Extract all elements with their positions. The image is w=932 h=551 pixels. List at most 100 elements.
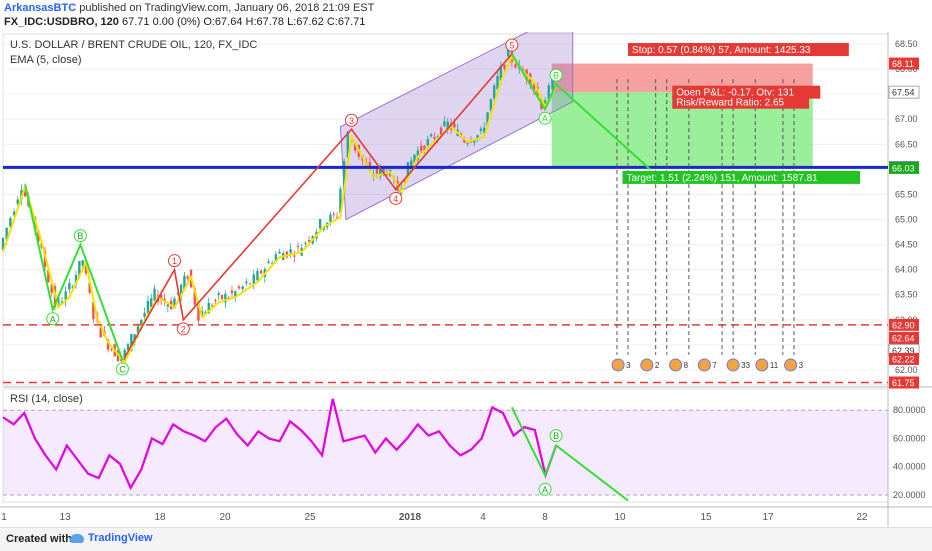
- chart-header: ArkansasBTC published on TradingView.com…: [0, 0, 932, 32]
- price-marker-bg: [889, 376, 919, 389]
- chart-canvas[interactable]: 1 2 3 4 5 A B A B C Stop: 0.57 (0.84%) 57, Amount:…: [0, 32, 932, 527]
- wave-circle: [115, 362, 129, 376]
- candle-body: [179, 284, 183, 297]
- impulse-wave-line: [123, 53, 513, 358]
- flag-icon: [726, 358, 740, 372]
- candle-body: [173, 298, 176, 309]
- rsi-line: [2, 398, 558, 491]
- author-link[interactable]: ArkansasBTC: [4, 2, 77, 14]
- rsi-band: [3, 410, 888, 495]
- wave-circle: [389, 191, 403, 205]
- candle-body: [489, 99, 493, 111]
- candle-body: [267, 261, 270, 264]
- footer: Created with TradingView: [0, 527, 932, 551]
- event-count: 7: [712, 361, 717, 370]
- wave-label-3: 3: [344, 113, 358, 127]
- symbol-name[interactable]: FX_IDC:USDBRO, 120: [4, 16, 119, 28]
- candle-body: [16, 199, 19, 205]
- candle-body: [514, 64, 517, 68]
- x-tick-label: 10: [614, 512, 626, 523]
- chart-title: U.S. DOLLAR / BRENT CRUDE OIL, 120, FX_I…: [10, 39, 257, 51]
- price-marker-bg: [889, 331, 919, 344]
- candle-body: [296, 246, 300, 248]
- stop-label: Stop: 0.57 (0.84%) 57, Amount: 1425.33: [628, 43, 849, 57]
- flag-icon: [669, 358, 683, 372]
- price-marker: 61.75: [889, 376, 919, 389]
- event-badge: 8: [669, 358, 689, 372]
- wave-label-A: A: [538, 111, 552, 125]
- candle-body: [439, 127, 443, 137]
- rr-label-bg: [672, 95, 810, 109]
- candle-body: [210, 305, 214, 307]
- candle-body: [1, 237, 5, 250]
- candle-body: [339, 188, 342, 214]
- rsi-y-tick: 60.0000: [893, 433, 926, 443]
- price-marker-bg: [889, 352, 919, 365]
- x-tick-label: 22: [856, 512, 868, 523]
- price-marker-text: 62.39: [892, 346, 915, 356]
- wave-circle: [46, 312, 60, 326]
- candle-body: [140, 319, 143, 325]
- published-text: published on TradingView.com, January 06…: [79, 2, 375, 14]
- candle-body: [64, 291, 67, 301]
- candle-body: [237, 286, 241, 289]
- candle-body: [256, 270, 259, 281]
- candle-body: [406, 162, 410, 178]
- target-label: Target: 1.51 (2.24%) 151, Amount: 1587.8…: [622, 170, 861, 184]
- wave-label-1: 1: [167, 254, 181, 268]
- candle-body: [423, 145, 426, 152]
- candle-body: [99, 327, 102, 338]
- x-tick-label: 15: [700, 512, 712, 523]
- rsi-y-tick: 20.0000: [893, 490, 926, 500]
- wave-label-5: 5: [505, 38, 519, 52]
- candle-body: [375, 168, 379, 174]
- wave-circle: [505, 38, 519, 52]
- rsi-wave-A: A: [538, 482, 552, 496]
- rsi-y-tick: 40.0000: [893, 462, 926, 472]
- candle-body: [230, 290, 234, 294]
- candle-body: [413, 154, 416, 165]
- candle-body: [57, 297, 60, 306]
- candle-body: [304, 242, 307, 244]
- candle-body: [106, 339, 110, 350]
- price-marker-bg: [889, 57, 919, 70]
- candle-body: [153, 288, 156, 301]
- price-marker-text: 61.75: [892, 378, 915, 388]
- candle-body: [486, 112, 489, 127]
- candle-body: [446, 121, 449, 130]
- candle-body: [293, 255, 296, 257]
- candle-body: [214, 299, 217, 301]
- wave-text: A: [542, 114, 548, 124]
- candle-body: [37, 230, 40, 242]
- candle-body: [204, 312, 207, 314]
- candle-body: [479, 128, 483, 132]
- candle-body: [346, 131, 349, 158]
- candle-body: [5, 227, 8, 240]
- candle-body: [47, 270, 50, 283]
- candle-body: [150, 298, 153, 307]
- candle-body: [92, 302, 95, 320]
- event-count: 33: [741, 361, 750, 370]
- candle-body: [307, 240, 311, 242]
- candle-body: [146, 300, 150, 314]
- candle-body: [88, 282, 91, 293]
- event-badge: 11: [755, 358, 779, 372]
- candle-body: [245, 281, 248, 284]
- event-badge: 33: [726, 358, 751, 372]
- candle-body: [9, 218, 12, 227]
- price-marker: 68.11: [889, 57, 919, 70]
- flag-icon: [755, 358, 769, 372]
- tradingview-logo[interactable]: TradingView: [70, 532, 153, 544]
- candle-body: [289, 249, 292, 253]
- wave-circle: [73, 229, 87, 243]
- candle-body: [499, 66, 503, 81]
- wave-text: B: [553, 431, 559, 441]
- rsi-y-tick: 80.0000: [893, 405, 926, 415]
- candle-body: [71, 286, 74, 288]
- x-tick-label: 20: [219, 512, 231, 523]
- candle-body: [342, 161, 346, 193]
- candle-body: [143, 312, 146, 317]
- rr-label: Risk/Reward Ratio: 2.65: [672, 95, 810, 109]
- wave-circle: [344, 113, 358, 127]
- wave-circle: [167, 254, 181, 268]
